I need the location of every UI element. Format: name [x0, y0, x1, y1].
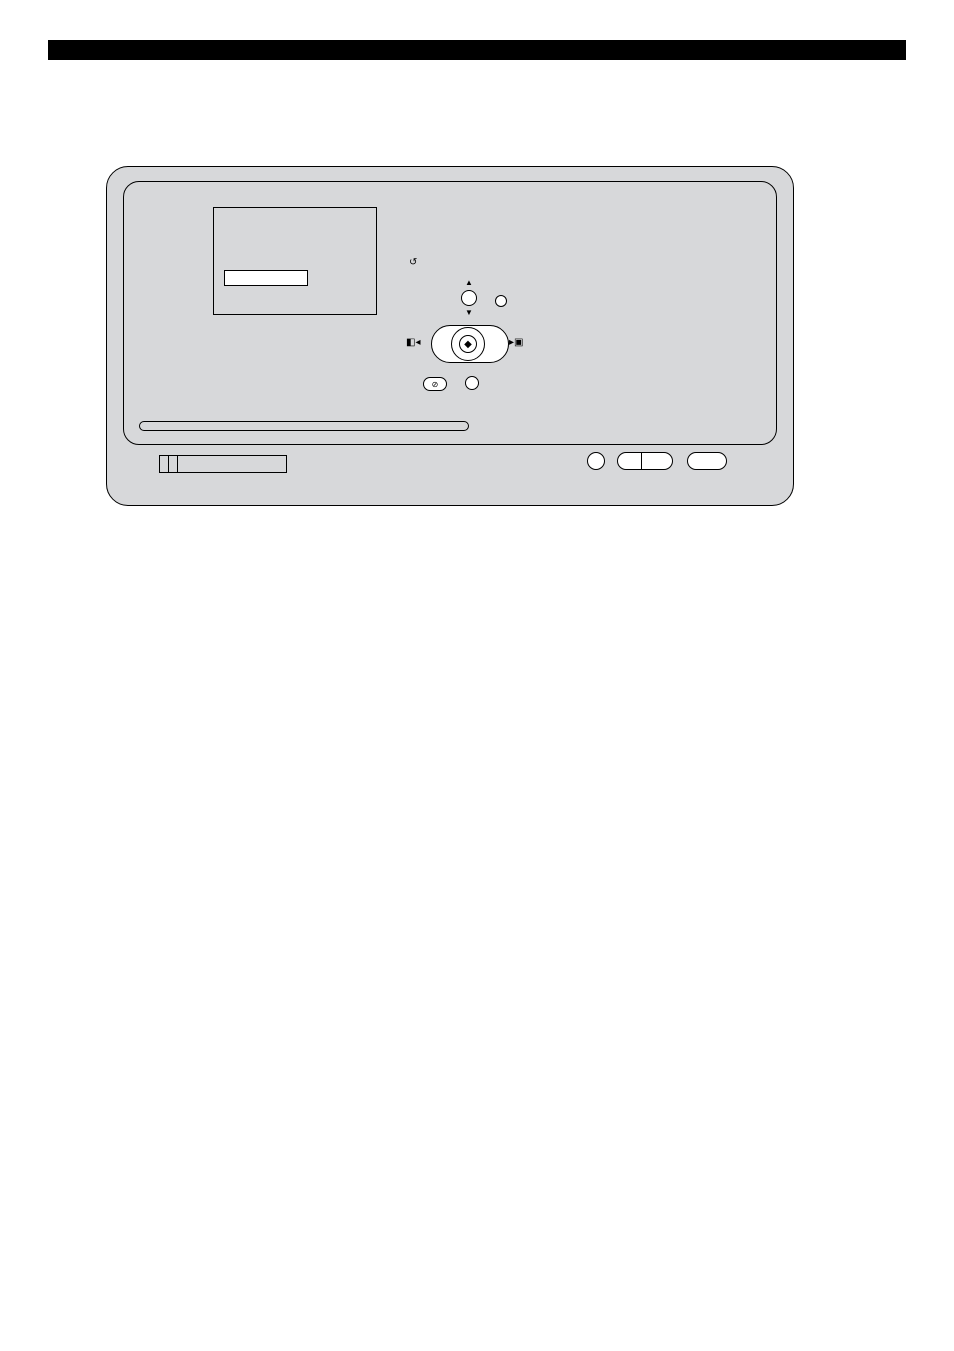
brand-strip — [159, 455, 287, 473]
lcd-text — [224, 270, 308, 286]
answer-on-button[interactable] — [687, 452, 727, 470]
volume-up-icon: ▲ — [465, 278, 473, 287]
brand-model1 — [169, 456, 178, 472]
set-button[interactable] — [465, 376, 479, 390]
stop-button[interactable]: ⊘ — [423, 377, 447, 391]
device-panel: ↺ ▲ ▼ ◆ ◧◂ ▸▣ ⊘ — [106, 166, 794, 506]
play-divider — [641, 452, 642, 470]
redial-icon: ↺ — [409, 257, 417, 268]
select-button[interactable] — [495, 295, 507, 307]
paper-slot — [139, 421, 469, 431]
brand-logo — [160, 456, 169, 472]
phonebook-right-icon: ▸▣ — [509, 337, 523, 348]
brand-model2 — [178, 456, 186, 472]
erase-button[interactable] — [587, 452, 605, 470]
page-title-bar — [48, 40, 906, 60]
nav-dial-center[interactable]: ◆ — [459, 335, 477, 353]
lcd-display — [213, 207, 377, 315]
phonebook-left-icon: ◧◂ — [406, 337, 420, 348]
control-panel-diagram: ↺ ▲ ▼ ◆ ◧◂ ▸▣ ⊘ — [48, 88, 906, 566]
volume-button[interactable] — [461, 290, 477, 306]
volume-down-icon: ▼ — [465, 308, 473, 317]
play-button[interactable] — [617, 452, 673, 470]
